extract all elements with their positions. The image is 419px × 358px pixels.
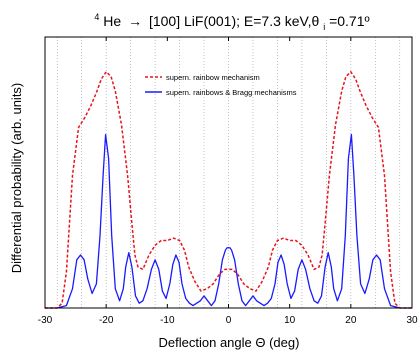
title-system: [100] LiF(001); E=7.3 keV,θ [149,13,320,29]
title-arrow: → [128,13,142,29]
legend-label-bragg: supern. rainbows & Bragg mechanisms [166,88,297,97]
series-group [45,71,412,309]
x-tick-label: -20 [99,315,114,326]
y-axis-label: Differential probability (arb. units) [9,83,24,274]
x-tick-label: 0 [226,315,232,326]
series-line-supern-rainbow [45,71,412,309]
x-tick-label: 10 [284,315,296,326]
x-ticks: -30 -20 -10 0 10 20 30 [38,37,418,326]
x-tick-label: 20 [345,315,357,326]
title-angle-subscript: i [323,22,325,32]
legend-label-supern-rainbow: supern. rainbow mechanism [166,73,260,82]
series-line-bragg [45,133,412,309]
title-isotope-superscript: 4 [94,12,99,22]
x-tick-label: 30 [406,315,418,326]
chart-title: 4 He → [100] LiF(001); E=7.3 keV,θ i =0.… [94,7,369,33]
legend: supern. rainbow mechanism supern. rainbo… [145,73,297,97]
title-angle-value: =0.71º [329,13,370,29]
x-tick-label: -10 [160,315,175,326]
x-tick-label: -30 [38,315,53,326]
x-axis-label: Deflection angle Θ (deg) [159,335,300,350]
title-species: He [103,13,121,29]
gridlines [56,37,401,308]
